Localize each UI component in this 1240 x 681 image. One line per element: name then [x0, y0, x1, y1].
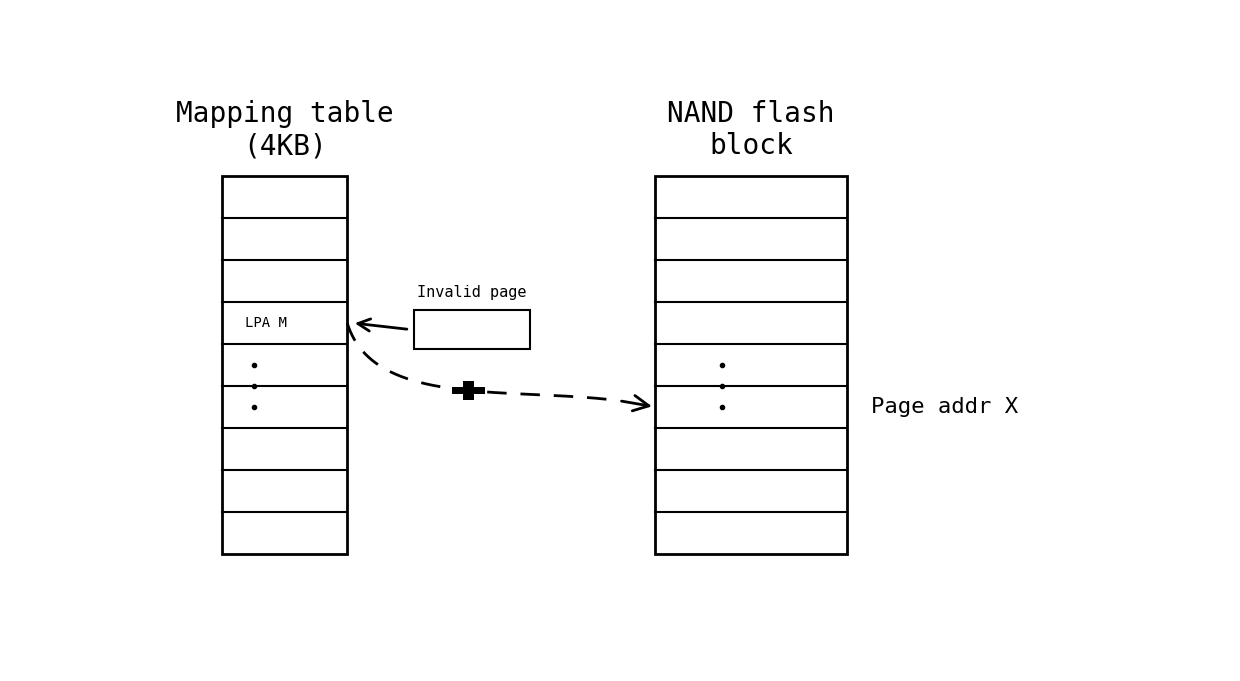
- Bar: [414, 310, 529, 349]
- Bar: [451, 387, 485, 394]
- Text: Invalid page: Invalid page: [418, 285, 527, 300]
- Bar: [655, 176, 847, 554]
- Text: Page addr X: Page addr X: [870, 397, 1018, 417]
- Text: LPA M: LPA M: [246, 316, 286, 330]
- Text: NAND flash
block: NAND flash block: [667, 100, 835, 161]
- Bar: [463, 381, 474, 400]
- Text: Mapping table
(4KB): Mapping table (4KB): [176, 100, 393, 161]
- Bar: [222, 176, 347, 554]
